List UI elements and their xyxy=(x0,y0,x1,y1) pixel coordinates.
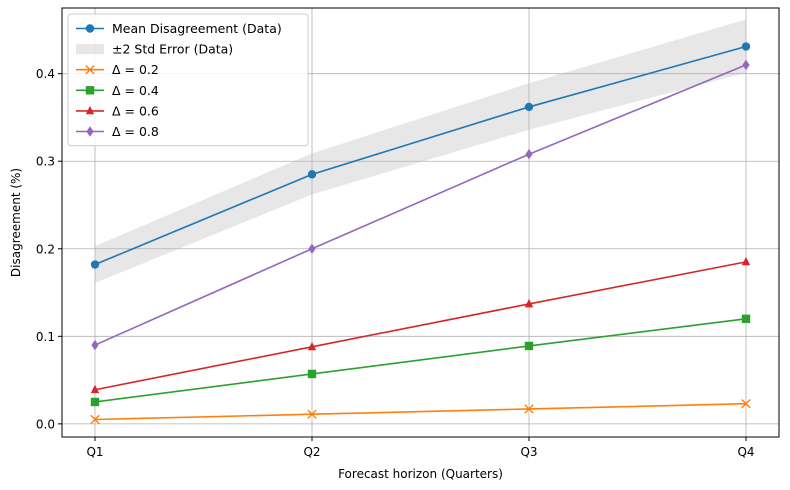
point-marker xyxy=(85,105,95,115)
legend-item: Δ = 0.2 xyxy=(76,62,159,77)
legend: Mean Disagreement (Data) ±2 Std Error (Da… xyxy=(67,13,309,147)
legend-label: ±2 Std Error (Data) xyxy=(112,42,233,57)
grid-lines xyxy=(62,8,779,437)
point-marker xyxy=(742,59,750,71)
series-line xyxy=(94,45,747,266)
point-marker xyxy=(524,404,534,414)
point-marker xyxy=(307,341,317,351)
legend-item: Mean Disagreement (Data) xyxy=(76,21,282,36)
legend-label: Δ = 0.8 xyxy=(112,124,159,139)
legend-label: Δ = 0.2 xyxy=(112,62,159,77)
point-marker xyxy=(741,256,751,266)
y-axis-label: Disagreement (%) xyxy=(9,168,23,277)
point-marker xyxy=(741,314,751,324)
legend-item: Δ = 0.8 xyxy=(76,124,159,139)
point-marker xyxy=(90,384,100,394)
x-axis-label: Forecast horizon (Quarters) xyxy=(338,467,503,481)
point-marker xyxy=(86,126,94,137)
series-line xyxy=(94,402,747,421)
point-marker xyxy=(307,170,317,179)
point-marker xyxy=(524,102,534,112)
point-marker xyxy=(524,298,534,308)
y-tick-label: 0.4 xyxy=(36,67,55,81)
legend-box xyxy=(67,13,309,147)
legend-label: Mean Disagreement (Data) xyxy=(112,21,282,36)
x-tick-label: Q2 xyxy=(303,445,320,459)
point-marker xyxy=(525,149,533,160)
series-3 xyxy=(90,256,751,394)
y-tick-label: 0.1 xyxy=(36,330,55,344)
point-marker xyxy=(90,260,100,269)
point-marker xyxy=(307,409,317,419)
x-tick-label: Q3 xyxy=(520,445,537,459)
legend-label: Δ = 0.4 xyxy=(112,83,159,98)
y-tick-label: 0.3 xyxy=(36,155,55,169)
y-tick-label: 0.2 xyxy=(36,242,55,256)
y-axis-ticks: 0.0 0.1 0.2 0.3 0.4 xyxy=(36,67,62,431)
point-marker xyxy=(524,341,534,351)
point-marker xyxy=(741,399,751,409)
legend-swatch xyxy=(76,44,104,55)
plot-frame xyxy=(61,7,780,438)
series-lines xyxy=(90,42,751,425)
series-line xyxy=(94,318,747,403)
y-tick-label: 0.0 xyxy=(36,417,55,431)
point-marker xyxy=(85,65,95,75)
series-0 xyxy=(90,42,751,269)
point-marker xyxy=(85,24,95,33)
series-line xyxy=(94,64,747,346)
series-1 xyxy=(90,399,751,425)
x-tick-label: Q4 xyxy=(737,445,754,459)
std-error-band xyxy=(95,19,746,283)
x-tick-label: Q1 xyxy=(86,445,103,459)
point-marker xyxy=(90,397,100,407)
legend-item: Δ = 0.4 xyxy=(76,83,159,98)
legend-label: Δ = 0.6 xyxy=(112,103,159,118)
point-marker xyxy=(90,414,100,425)
series-2 xyxy=(90,314,751,407)
point-marker xyxy=(85,86,95,95)
legend-item: Δ = 0.6 xyxy=(76,103,159,118)
point-marker xyxy=(307,369,317,379)
point-marker xyxy=(308,243,316,254)
legend-item: ±2 Std Error (Data) xyxy=(76,42,233,57)
series-4 xyxy=(91,59,750,351)
point-marker xyxy=(741,42,751,51)
series-line xyxy=(94,261,747,391)
std-error-band-area xyxy=(95,19,746,283)
point-marker xyxy=(91,339,99,351)
x-axis-ticks: Q1 Q2 Q3 Q4 xyxy=(86,437,755,459)
